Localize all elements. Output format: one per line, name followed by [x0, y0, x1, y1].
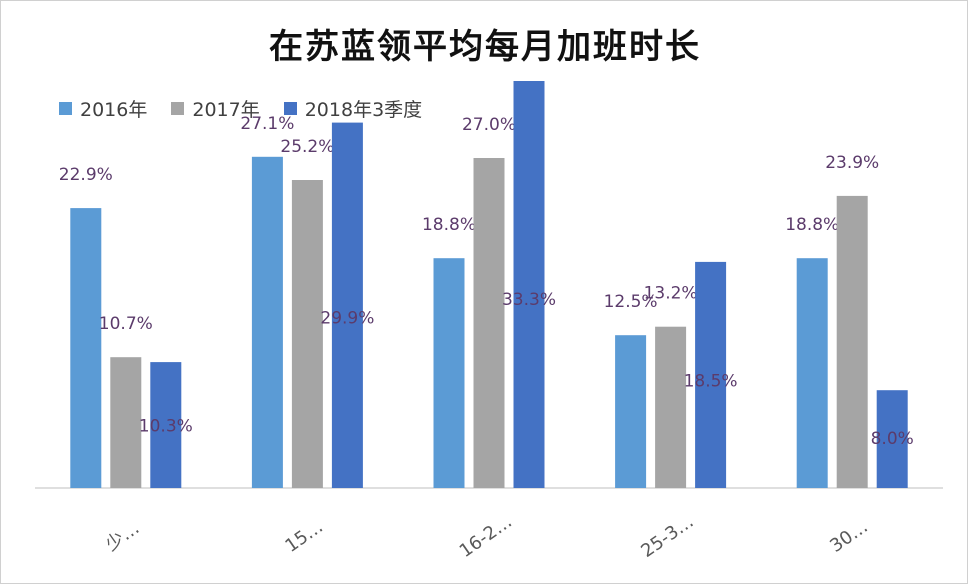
data-label-2018q3-3: 18.5%: [684, 371, 738, 391]
bar-2016-2: [433, 258, 465, 488]
legend-swatch-2017: [171, 101, 185, 115]
bar-2016-3: [615, 335, 647, 488]
bar-2016-4: [796, 258, 828, 488]
data-label-2016-4: 18.8%: [785, 215, 839, 235]
bar-2018q3-1: [331, 122, 363, 488]
bar-2017-4: [836, 195, 868, 488]
data-label-2017-1: 25.2%: [280, 137, 334, 157]
data-label-2017-4: 23.9%: [825, 153, 879, 173]
bar-2017-3: [655, 326, 687, 488]
data-label-2018q3-2: 33.3%: [502, 290, 556, 310]
data-label-2017-2: 27.0%: [462, 115, 516, 135]
x-tick-label-1: 15…: [281, 516, 327, 557]
data-label-2016-0: 22.9%: [59, 165, 113, 185]
legend-item-2018q3: 2018年3季度: [283, 95, 423, 122]
bar-2016-1: [251, 156, 283, 489]
legend-item-2016: 2016年: [59, 95, 147, 122]
legend: 2016年 2017年 2018年3季度: [59, 95, 422, 121]
chart-title: 在苏蓝领平均每月加班时长: [269, 27, 701, 67]
data-label-2017-3: 13.2%: [644, 284, 698, 304]
bar-2018q3-0: [150, 362, 182, 488]
legend-item-2017: 2017年: [171, 95, 260, 122]
x-tick-label-2: 16-2…: [456, 511, 516, 562]
data-label-2016-3: 12.5%: [604, 292, 658, 312]
data-label-2016-2: 18.8%: [422, 215, 476, 235]
bar-2018q3-2: [513, 81, 545, 488]
bar-2017-0: [110, 357, 142, 488]
data-label-2018q3-1: 29.9%: [320, 309, 374, 329]
legend-label-2018q3: 2018年3季度: [304, 98, 423, 121]
bar-2017-2: [473, 158, 505, 488]
legend-label-2016: 2016年: [80, 98, 148, 121]
x-tick-label-0: 少…: [102, 518, 144, 556]
data-label-2016-1: 27.1%: [240, 114, 294, 134]
legend-swatch-2016: [59, 101, 72, 115]
data-label-2017-0: 10.7%: [99, 314, 153, 334]
x-tick-label-3: 25-3…: [637, 511, 697, 562]
bar-2016-0: [70, 208, 102, 488]
bar-2018q3-4: [876, 390, 908, 488]
legend-label-2017: 2017年: [192, 98, 260, 121]
data-label-2018q3-0: 10.3%: [139, 416, 193, 436]
bar-2017-1: [291, 180, 323, 488]
legend-swatch-2018q3: [283, 101, 297, 115]
x-tick-label-4: 30…: [826, 516, 872, 557]
data-label-2018q3-4: 8.0%: [871, 429, 914, 449]
bar-2018q3-3: [695, 261, 727, 488]
